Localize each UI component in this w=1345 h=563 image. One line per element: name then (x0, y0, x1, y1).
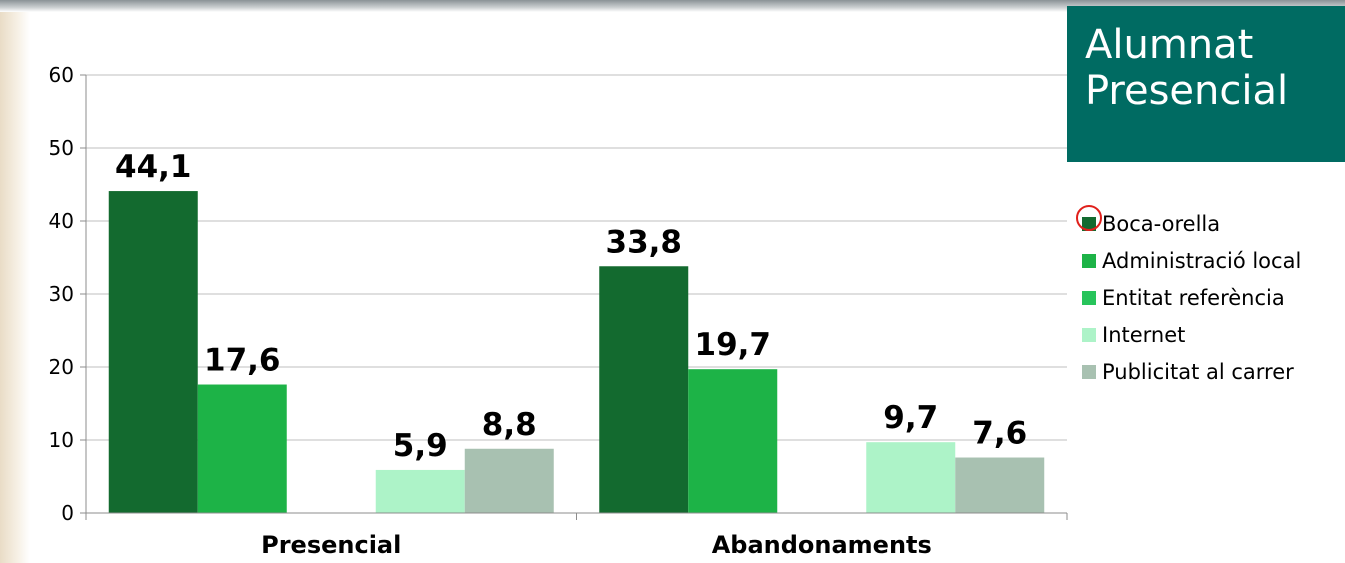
bar (464, 448, 554, 513)
legend-item: Boca-orella (1082, 205, 1301, 242)
bar (599, 266, 689, 513)
axes (80, 74, 1068, 520)
background-top-strip (0, 0, 1345, 12)
legend-swatch (1082, 253, 1096, 268)
bar (197, 384, 287, 513)
legend-item: Publicitat al carrer (1082, 353, 1301, 390)
y-tick-label: 0 (61, 501, 74, 525)
legend-label: Entitat referència (1102, 285, 1285, 310)
bar (375, 469, 465, 513)
legend-label: Boca-orella (1102, 211, 1221, 236)
legend-swatch (1082, 290, 1096, 305)
background-left-strip (0, 0, 30, 563)
bar (866, 442, 956, 513)
legend-label: Administració local (1102, 248, 1302, 273)
title-line-1: Alumnat (1085, 22, 1254, 68)
data-label: 44,1 (115, 149, 192, 185)
data-label: 19,7 (695, 327, 772, 363)
data-label: 9,7 (883, 400, 938, 436)
category-label: Abandonaments (712, 531, 932, 559)
legend-label: Internet (1102, 322, 1186, 347)
gridlines (86, 74, 1067, 441)
category-labels: Presencial Abandonaments (261, 531, 932, 559)
title-line-2: Presencial (1085, 68, 1289, 114)
legend-label: Publicitat al carrer (1102, 359, 1294, 384)
bars (108, 191, 1045, 513)
bar (108, 191, 198, 513)
legend-swatch (1082, 364, 1096, 379)
y-tick-label: 60 (49, 63, 74, 87)
legend-item: Entitat referència (1082, 279, 1301, 316)
y-tick-label: 40 (49, 209, 74, 233)
y-tick-label: 10 (49, 428, 74, 452)
y-tick-label: 50 (49, 136, 74, 160)
legend: Boca-orella Administració local Entitat re… (1082, 205, 1301, 390)
data-label: 8,8 (482, 407, 537, 443)
y-tick-label: 30 (49, 282, 74, 306)
legend-item: Internet (1082, 316, 1301, 353)
legend-swatch (1082, 327, 1096, 342)
data-label: 5,9 (393, 428, 448, 464)
highlight-circle-annotation (1076, 205, 1102, 231)
bar (688, 369, 778, 513)
data-labels: 44,1 17,6 5,9 8,8 33,8 19,7 9,7 7,6 (115, 149, 1027, 464)
bar (955, 457, 1045, 513)
y-tick-label: 20 (49, 355, 74, 379)
data-label: 17,6 (204, 343, 281, 379)
data-label: 7,6 (972, 416, 1027, 452)
tick-labels: 0 10 20 30 40 50 60 (49, 63, 74, 525)
chart-title-box: Alumnat Presencial (1067, 6, 1345, 162)
data-label: 33,8 (606, 224, 683, 260)
legend-item: Administració local (1082, 242, 1301, 279)
category-label: Presencial (261, 531, 401, 559)
